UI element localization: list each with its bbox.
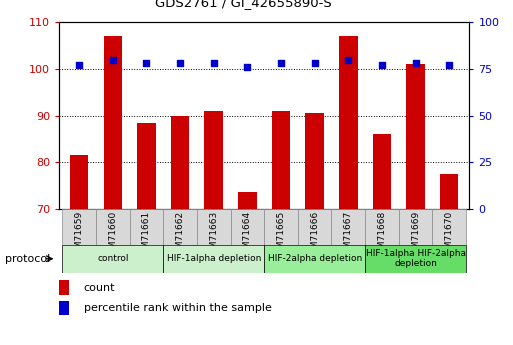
Bar [59,301,69,315]
Bar [365,209,399,245]
Point [378,62,386,68]
Text: GSM71667: GSM71667 [344,210,353,260]
Point [210,61,218,66]
Bar [305,113,324,345]
Point [277,61,285,66]
Point [344,57,352,62]
Bar [272,111,290,345]
Text: GDS2761 / GI_42655890-S: GDS2761 / GI_42655890-S [155,0,332,9]
Bar [96,209,130,245]
Text: GSM71665: GSM71665 [277,210,286,260]
Bar [63,209,96,245]
Point [109,57,117,62]
Point [142,61,150,66]
Text: GSM71666: GSM71666 [310,210,319,260]
Bar [63,245,163,273]
Bar [432,209,466,245]
Bar [230,209,264,245]
Text: GSM71669: GSM71669 [411,210,420,260]
Bar [264,245,365,273]
Bar [406,64,425,345]
Text: control: control [97,254,129,263]
Point [243,65,251,70]
Point [176,61,184,66]
Text: GSM71660: GSM71660 [108,210,117,260]
Bar [130,209,163,245]
Text: GSM71661: GSM71661 [142,210,151,260]
Bar [372,134,391,345]
Text: count: count [84,283,115,293]
Text: protocol: protocol [5,254,50,264]
Text: percentile rank within the sample: percentile rank within the sample [84,303,271,313]
Point [411,61,420,66]
Bar [440,174,459,345]
Bar [171,116,189,345]
Bar [197,209,230,245]
Text: GSM71668: GSM71668 [378,210,386,260]
Text: GSM71662: GSM71662 [175,210,185,260]
Point [75,62,83,68]
Text: HIF-1alpha HIF-2alpha
depletion: HIF-1alpha HIF-2alpha depletion [366,249,466,268]
Bar [70,155,88,345]
Bar [365,245,466,273]
Point [310,61,319,66]
Bar [163,245,264,273]
Bar [205,111,223,345]
Text: GSM71664: GSM71664 [243,210,252,260]
Bar [238,193,256,345]
Text: GSM71659: GSM71659 [75,210,84,260]
Text: GSM71670: GSM71670 [445,210,453,260]
Text: HIF-2alpha depletion: HIF-2alpha depletion [267,254,362,263]
Bar [163,209,197,245]
Text: GSM71663: GSM71663 [209,210,218,260]
Bar [59,280,69,295]
Bar [331,209,365,245]
Bar [339,36,358,345]
Text: HIF-1alpha depletion: HIF-1alpha depletion [167,254,261,263]
Bar [104,36,122,345]
Bar [264,209,298,245]
Bar [298,209,331,245]
Bar [137,122,156,345]
Point [445,62,453,68]
Bar [399,209,432,245]
